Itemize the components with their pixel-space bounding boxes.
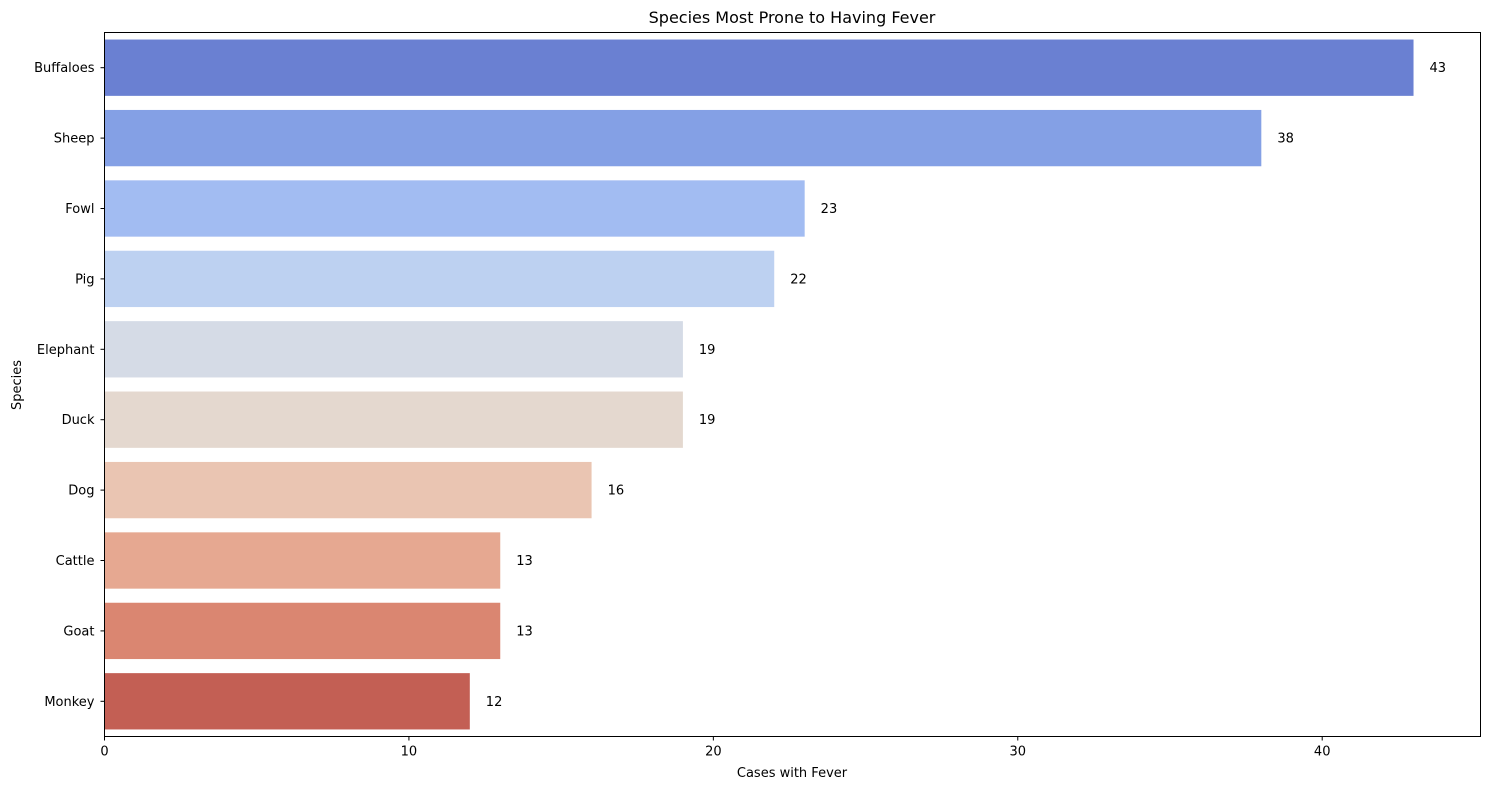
plot-frame — [104, 32, 1481, 737]
data-label-monkey: 12 — [486, 695, 503, 710]
bar-cattle — [104, 532, 501, 589]
data-label-buffaloes: 43 — [1430, 61, 1447, 76]
x-tick-label-20: 20 — [705, 745, 722, 760]
data-labels-group: 43 38 23 22 19 19 16 13 13 12 — [486, 61, 1446, 710]
data-label-pig: 22 — [790, 272, 807, 287]
bar-duck — [104, 391, 683, 448]
bar-monkey — [104, 673, 470, 730]
data-label-fowl: 23 — [821, 202, 838, 217]
y-tick-label-elephant: Elephant — [37, 343, 95, 358]
x-axis-ticks: 0 10 20 30 40 — [100, 736, 1331, 760]
y-tick-label-buffaloes: Buffaloes — [34, 61, 95, 76]
bar-fowl — [104, 180, 805, 237]
y-tick-label-monkey: Monkey — [44, 695, 94, 710]
bar-buffaloes — [104, 39, 1414, 96]
x-axis-label: Cases with Fever — [737, 766, 848, 781]
y-tick-label-pig: Pig — [75, 272, 94, 287]
x-tick-label-0: 0 — [100, 745, 108, 760]
y-axis-label: Species — [10, 360, 25, 410]
bar-goat — [104, 602, 501, 660]
bars-group — [104, 39, 1414, 730]
bar-dog — [104, 461, 592, 519]
y-tick-label-fowl: Fowl — [65, 202, 94, 217]
data-label-duck: 19 — [699, 413, 716, 428]
bar-elephant — [104, 321, 683, 378]
data-label-elephant: 19 — [699, 343, 716, 358]
y-tick-label-dog: Dog — [68, 484, 94, 499]
x-tick-label-10: 10 — [401, 745, 418, 760]
x-tick-label-30: 30 — [1010, 745, 1027, 760]
chart-title: Species Most Prone to Having Fever — [649, 8, 936, 27]
y-tick-label-sheep: Sheep — [54, 132, 95, 147]
data-label-goat: 13 — [516, 624, 533, 639]
data-label-dog: 16 — [608, 484, 625, 499]
data-label-sheep: 38 — [1277, 132, 1294, 147]
y-tick-label-cattle: Cattle — [56, 554, 95, 569]
bar-sheep — [104, 109, 1262, 167]
y-tick-label-duck: Duck — [62, 413, 95, 428]
data-label-cattle: 13 — [516, 554, 533, 569]
x-tick-label-40: 40 — [1314, 745, 1331, 760]
y-axis-ticks: Buffaloes Sheep Fowl Pig Elephant Duck Dog Catt… — [34, 61, 105, 710]
y-tick-label-goat: Goat — [63, 624, 94, 639]
bar-pig — [104, 250, 775, 308]
